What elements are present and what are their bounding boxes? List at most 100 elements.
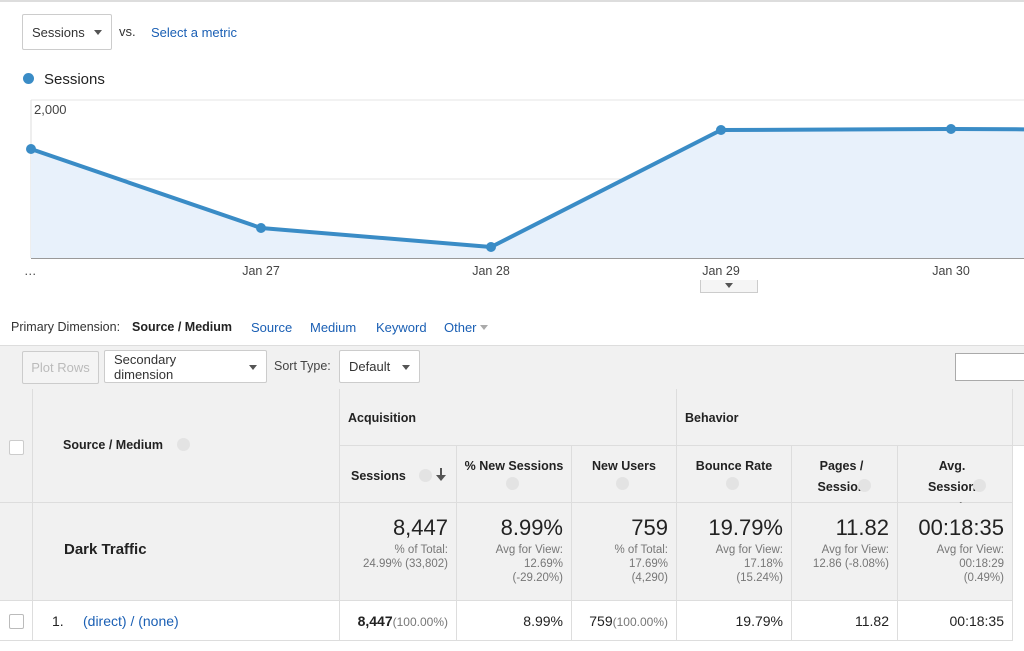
summary-cell: 19.79% Avg for View: 17.18% (15.24%) bbox=[677, 503, 792, 601]
column-header: Pages / Session bbox=[792, 446, 898, 503]
column-header-text: Pages / Session bbox=[817, 459, 866, 494]
summary-label-cell: Dark Traffic bbox=[33, 503, 340, 601]
summary-cell: 759 % of Total: 17.69% (4,290) bbox=[572, 503, 677, 601]
summary-subtext: (-29.20%) bbox=[512, 572, 564, 584]
row-main-value: 11.82 bbox=[855, 613, 889, 629]
dimension-header-text: Source / Medium bbox=[63, 438, 164, 452]
metric-text: Sessions bbox=[32, 24, 85, 40]
x-tick-label: Jan 28 bbox=[472, 264, 510, 278]
row-main-value: 8,447 bbox=[357, 613, 393, 629]
summary-subtext: % of Total: bbox=[394, 544, 449, 556]
line bbox=[30, 126, 1024, 250]
summary-value: 759 bbox=[631, 515, 668, 540]
row-main-value: 19.79% bbox=[735, 613, 783, 629]
row-index: 1. bbox=[52, 613, 64, 629]
summary-cell: 11.82 Avg for View: 12.86 (-8.08%) bbox=[792, 503, 898, 601]
summary-subtext: Avg for View: bbox=[715, 544, 783, 556]
column-header: Bounce Rate bbox=[677, 446, 792, 503]
secondary-text: Secondary dimension bbox=[114, 351, 177, 382]
summary-subtext: 12.86 (-8.08%) bbox=[812, 558, 889, 570]
summary-subtext: 00:18:29 bbox=[959, 558, 1004, 570]
summary-check-cell bbox=[0, 503, 33, 601]
column-header: % New Sessions bbox=[457, 446, 572, 503]
help-icon bbox=[419, 469, 432, 482]
point bbox=[486, 242, 496, 253]
row-cell: 11.82 bbox=[792, 601, 898, 641]
dimension-option[interactable]: Source bbox=[251, 320, 293, 335]
summary-subtext: Avg for View: bbox=[495, 544, 563, 556]
point bbox=[716, 125, 726, 136]
checkbox bbox=[9, 440, 24, 455]
summary-value: 19.79% bbox=[708, 515, 783, 540]
row-link[interactable]: (direct) / (none) bbox=[83, 613, 179, 629]
summary-cell: 8,447 % of Total: 24.99% (33,802) bbox=[340, 503, 457, 601]
group-header bbox=[340, 389, 677, 446]
row-value: 11.82 bbox=[855, 613, 889, 629]
summary-subtext: 17.18% bbox=[743, 558, 783, 570]
point bbox=[26, 143, 36, 154]
point bbox=[946, 123, 956, 134]
row-percent: (100.00%) bbox=[392, 615, 448, 629]
sort-label: Sort Type: bbox=[274, 359, 331, 373]
secondary-dimension-dropdown[interactable]: Secondary dimension bbox=[104, 350, 267, 383]
x-tick-label: Jan 29 bbox=[702, 264, 740, 278]
summary-subtext: 17.69% bbox=[628, 558, 668, 570]
search-box[interactable] bbox=[955, 353, 1024, 381]
more-caret bbox=[480, 325, 488, 330]
legend-swatch bbox=[23, 73, 34, 84]
row-cell: 759(100.00%) bbox=[572, 601, 677, 641]
dimension-header: Source / Medium bbox=[33, 389, 340, 503]
row-value: 8,447(100.00%) bbox=[358, 613, 448, 629]
active-dimension: Source / Medium bbox=[132, 320, 233, 334]
top-border bbox=[0, 0, 1024, 2]
row-value: 8.99% bbox=[523, 613, 563, 629]
row-percent: (100.00%) bbox=[612, 615, 668, 629]
column-header: Avg. Session Duration bbox=[898, 446, 1013, 515]
summary-subtext: 12.69% bbox=[523, 558, 563, 570]
dimension-option[interactable]: Medium bbox=[310, 320, 357, 335]
summary-subtext: (15.24%) bbox=[736, 572, 783, 584]
row-checkbox[interactable] bbox=[9, 614, 24, 629]
y-tick-label: 2,000 bbox=[34, 102, 67, 117]
help-icon bbox=[505, 477, 519, 490]
row-label-cell: 1. (direct) / (none) bbox=[33, 601, 340, 641]
summary-cell: 8.99% Avg for View: 12.69% (-29.20%) bbox=[457, 503, 572, 601]
row-main-value: 00:18:35 bbox=[949, 613, 1005, 629]
column-header: Sessions bbox=[340, 446, 457, 503]
dimension-option[interactable]: Keyword bbox=[376, 320, 427, 335]
help-icon bbox=[973, 479, 986, 492]
point bbox=[256, 222, 266, 233]
row-cell: 8,447(100.00%) bbox=[340, 601, 457, 641]
column-header-text: New Users bbox=[592, 459, 656, 473]
dimension-option[interactable]: Other bbox=[444, 320, 477, 335]
group-label: Behavior bbox=[685, 411, 739, 425]
metric-dropdown[interactable]: Sessions bbox=[22, 14, 112, 50]
legend-label: Sessions bbox=[44, 71, 105, 88]
summary-value: 11.82 bbox=[835, 515, 889, 540]
summary-subtext: % of Total: bbox=[614, 544, 669, 556]
group-header bbox=[1013, 389, 1024, 446]
help-icon bbox=[725, 477, 739, 490]
summary-value: 8,447 bbox=[392, 515, 448, 540]
select-metric-link[interactable]: Select a metric bbox=[151, 25, 237, 40]
row-check-cell bbox=[0, 601, 33, 641]
summary-subtext: Avg for View: bbox=[821, 544, 889, 556]
sort-dropdown[interactable]: Default bbox=[339, 350, 420, 383]
summary-label: Dark Traffic bbox=[64, 541, 147, 558]
row-cell: 8.99% bbox=[457, 601, 572, 641]
area bbox=[31, 128, 1024, 258]
summary-value: 8.99% bbox=[500, 515, 563, 540]
primary-dimension-label: Primary Dimension: bbox=[11, 320, 121, 334]
chart-toggle[interactable] bbox=[700, 280, 758, 293]
data-table: Source / Medium Acquisition Behavior Sessio… bbox=[0, 389, 1024, 651]
x-tick-label: Jan 27 bbox=[242, 264, 280, 278]
column-header-text: Bounce Rate bbox=[695, 459, 773, 473]
sort-arrow-head bbox=[436, 475, 446, 481]
row-main-value: 8.99% bbox=[523, 613, 563, 629]
plot-rows-button[interactable]: Plot Rows bbox=[22, 351, 99, 384]
group-label: Acquisition bbox=[348, 411, 417, 425]
summary-value: 00:18:35 bbox=[918, 515, 1004, 540]
vs-label: vs. bbox=[119, 24, 136, 39]
column-header: New Users bbox=[572, 446, 677, 503]
